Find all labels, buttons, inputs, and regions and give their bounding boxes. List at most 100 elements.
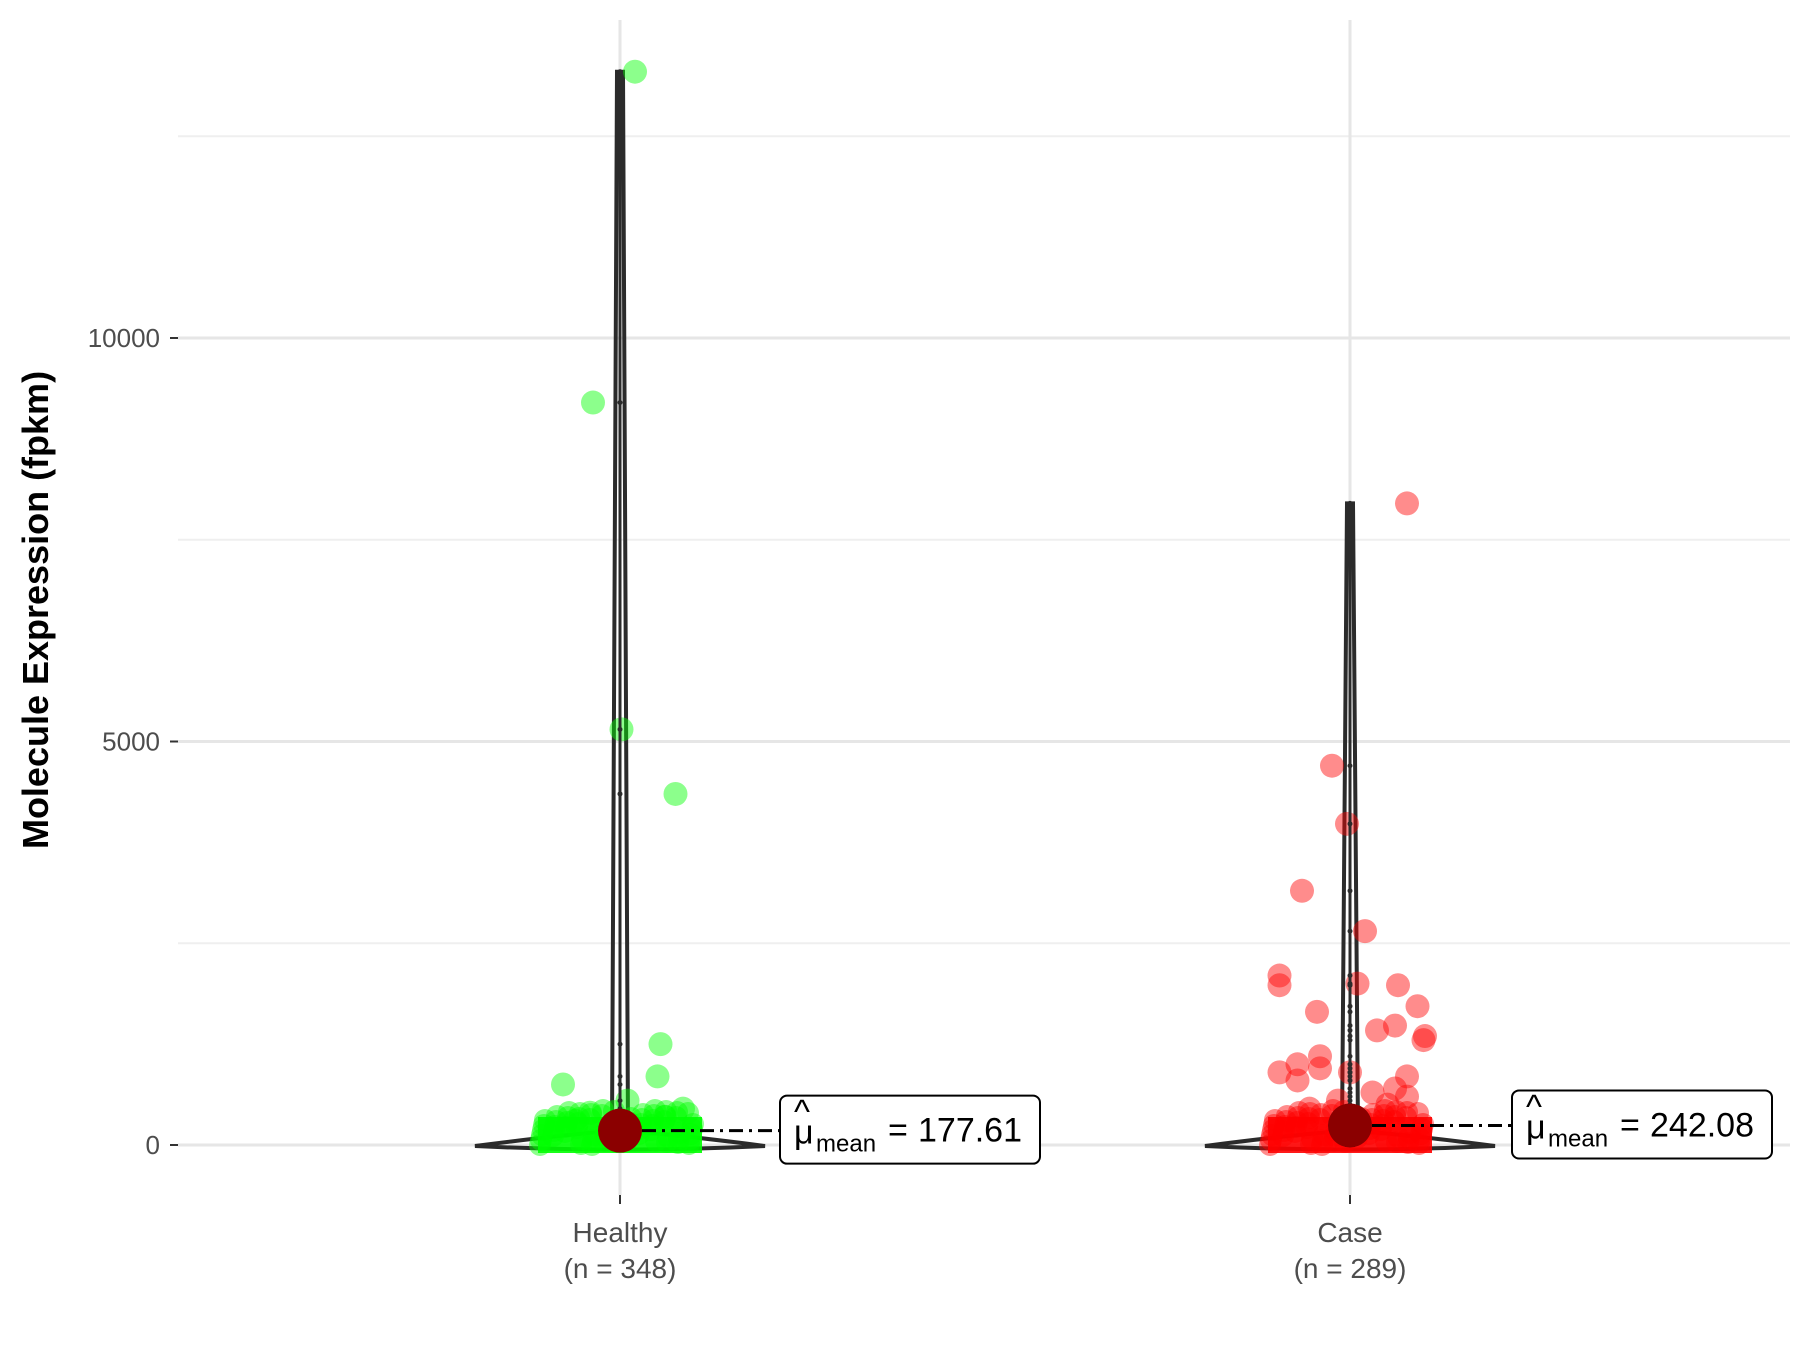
box-outlier: [617, 1081, 623, 1087]
box-outlier: [617, 400, 623, 406]
x-tick-sublabel: (n = 289): [1294, 1253, 1407, 1284]
box-outlier: [1347, 1094, 1353, 1100]
x-tick-label: Healthy: [573, 1217, 668, 1248]
box-outlier: [1347, 1003, 1353, 1009]
box-outlier: [617, 1098, 623, 1104]
box-outlier: [1347, 973, 1353, 979]
x-tick-sublabel: (n = 348): [564, 1253, 677, 1284]
data-point: [1290, 878, 1314, 903]
data-point: [1267, 963, 1292, 988]
data-point: [1308, 1044, 1332, 1069]
box-outlier: [1347, 1098, 1353, 1104]
mean-equals: =: [888, 1112, 908, 1150]
data-point: [1285, 1068, 1310, 1093]
mean-value: 242.08: [1650, 1106, 1754, 1144]
box-outlier: [1347, 1027, 1353, 1033]
data-point: [1305, 999, 1329, 1024]
mean-hat: ^: [1526, 1088, 1542, 1126]
box-outlier: [617, 69, 623, 75]
mean-markers: ^μ mean = 177.61^μ mean = 242.08: [598, 1088, 1773, 1165]
mean-mu: μ: [1526, 1108, 1546, 1146]
box-outlier: [1347, 1069, 1353, 1075]
data-point: [1395, 491, 1419, 516]
box-outlier: [617, 791, 623, 797]
box-outlier: [1347, 1053, 1353, 1059]
box-outlier: [1347, 1090, 1353, 1096]
mean-hat: ^: [794, 1094, 810, 1132]
data-point: [1285, 1052, 1310, 1077]
box-outlier: [617, 1073, 623, 1079]
data-point: [563, 1108, 587, 1133]
box-outlier: [1347, 1086, 1353, 1092]
mean-equals: =: [1620, 1106, 1640, 1144]
data-point: [1267, 973, 1292, 998]
data-point: [1413, 1024, 1437, 1049]
y-tick-label: 0: [146, 1130, 160, 1160]
data-point: [648, 1032, 673, 1057]
mean-subscript: mean: [816, 1131, 876, 1158]
mean-value: 177.61: [918, 1112, 1022, 1150]
box-outlier: [1347, 1009, 1353, 1015]
data-point: [1411, 1028, 1436, 1053]
data-point: [1365, 1018, 1389, 1043]
data-point: [581, 390, 605, 415]
data-point: [551, 1072, 575, 1097]
data-point: [1385, 1100, 1407, 1122]
data-point: [1335, 811, 1359, 836]
mean-subscript: mean: [1548, 1125, 1608, 1152]
box-outlier: [1347, 1037, 1353, 1043]
data-point: [671, 1096, 695, 1121]
data-point: [1375, 1092, 1400, 1117]
data-point: [653, 1104, 677, 1129]
box-whiskers: [615, 69, 1355, 1147]
box-outlier: [1347, 1065, 1353, 1071]
box-outlier: [617, 1041, 623, 1047]
mean-point: [1328, 1103, 1372, 1148]
y-axis: 0 5000 10000: [88, 323, 178, 1160]
data-point: [645, 1064, 670, 1089]
mean-label-box: [779, 1094, 1041, 1165]
data-point: [1308, 1056, 1332, 1081]
box-outlier: [1347, 1073, 1353, 1079]
violins: [474, 69, 1496, 1152]
box-outlier: [1347, 982, 1353, 988]
data-point: [1267, 1060, 1292, 1085]
y-tick-label: 5000: [102, 727, 160, 757]
data-point: [1405, 994, 1430, 1019]
mean-point: [598, 1108, 642, 1153]
data-point: [1383, 1076, 1407, 1101]
data-point: [1395, 1084, 1419, 1109]
box-outlier: [1347, 763, 1353, 769]
data-point: [623, 59, 647, 84]
data-point: [1374, 1099, 1396, 1121]
data-point: [1386, 973, 1410, 998]
x-axis: Healthy (n = 348) Case (n = 289): [564, 1195, 1407, 1284]
data-point: [1320, 753, 1344, 778]
box-outlier: [617, 726, 623, 732]
box-outlier: [1347, 1077, 1353, 1083]
data-point: [644, 1099, 666, 1121]
y-axis-title: Molecule Expression (fpkm): [15, 371, 56, 849]
box-outlier: [1347, 928, 1353, 934]
data-point: [1353, 919, 1377, 944]
box-outlier: [1347, 500, 1353, 506]
box-outlier: [1347, 888, 1353, 894]
box-outlier: [1347, 1023, 1353, 1029]
data-point: [578, 1100, 602, 1125]
data-points: [529, 59, 1437, 1156]
data-point: [1360, 1080, 1385, 1105]
data-point: [663, 781, 688, 806]
box-outlier: [1347, 1033, 1353, 1039]
mean-mu: μ: [794, 1114, 814, 1152]
data-point: [655, 1100, 677, 1122]
data-point: [1383, 1013, 1407, 1038]
box-outlier: [1347, 821, 1353, 827]
mean-label-box: [1511, 1089, 1773, 1160]
data-point: [1395, 1064, 1419, 1089]
x-tick-label: Case: [1317, 1217, 1382, 1248]
y-tick-label: 10000: [88, 323, 160, 353]
grid-lines: [178, 20, 1790, 1195]
box-outlier: [1347, 1061, 1353, 1067]
data-point: [1297, 1096, 1322, 1121]
